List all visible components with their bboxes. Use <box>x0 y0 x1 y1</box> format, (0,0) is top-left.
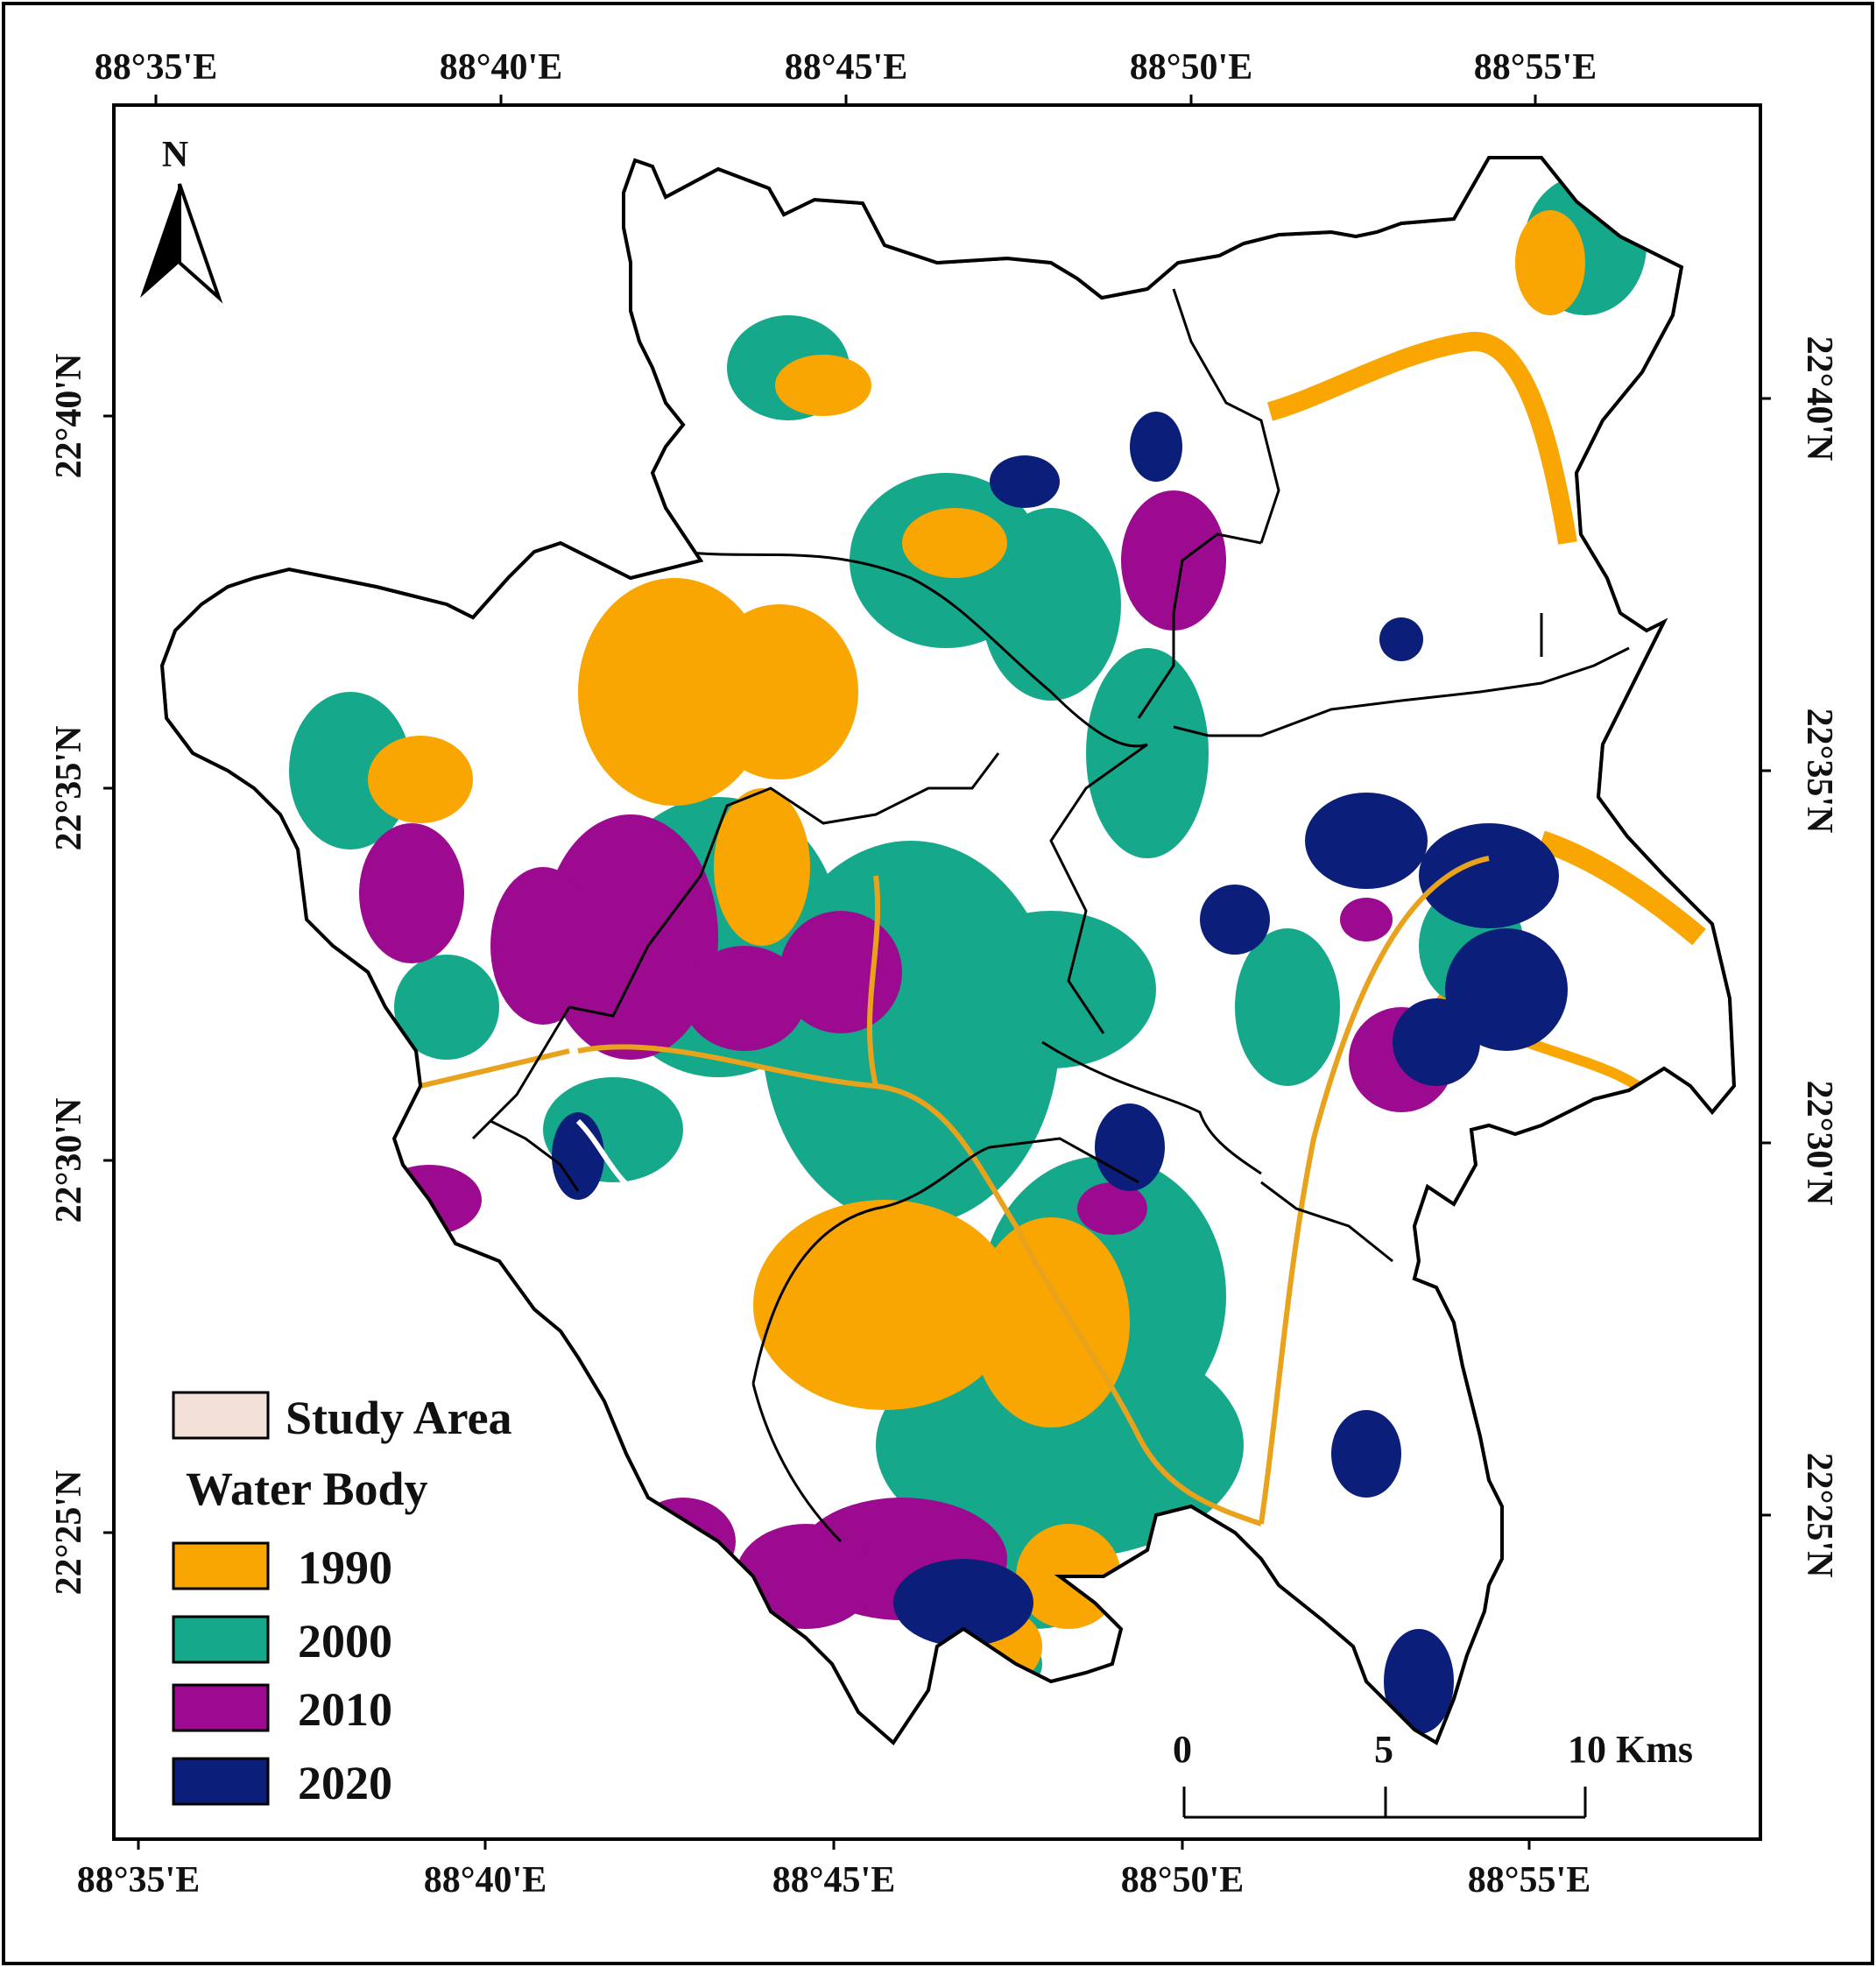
legend-label-study-area: Study Area <box>286 1392 512 1444</box>
legend-swatch-2020 <box>172 1757 270 1806</box>
bottom-lon-label-2: 88°40'E <box>424 1860 547 1900</box>
legend-label-2000: 2000 <box>298 1615 392 1667</box>
top-lon-label-1: 88°35'E <box>95 47 217 88</box>
north-arrow-icon: N <box>140 135 223 304</box>
left-lat-label-4: 22°25'N <box>49 1470 89 1596</box>
legend-swatch-2000 <box>172 1615 270 1664</box>
north-arrow-label: N <box>162 135 188 175</box>
right-lat-label-1: 22°40'N <box>1799 336 1839 462</box>
top-lon-label-5: 88°55'E <box>1474 47 1597 88</box>
bottom-lon-label-5: 88°55'E <box>1468 1860 1590 1900</box>
bottom-lon-label-3: 88°45'E <box>772 1860 895 1900</box>
legend-label-2020: 2020 <box>298 1757 392 1809</box>
legend-swatch-1990 <box>172 1541 270 1590</box>
right-lat-label-2: 22°35'N <box>1799 709 1839 834</box>
legend: Study Area Water Body 1990 2000 2010 202… <box>172 1391 512 1809</box>
scale-label-10: 10 Kms <box>1568 1728 1693 1771</box>
legend-heading: Water Body <box>186 1463 428 1515</box>
bottom-lon-label-1: 88°35'E <box>77 1860 200 1900</box>
bottom-lon-label-4: 88°50'E <box>1121 1860 1244 1900</box>
scale-label-0: 0 <box>1173 1728 1192 1771</box>
legend-label-1990: 1990 <box>298 1541 392 1594</box>
left-lat-label-1: 22°40'N <box>49 354 89 479</box>
scale-bar: 0 5 10 Kms <box>1173 1728 1693 1819</box>
legend-swatch-2010 <box>172 1683 270 1732</box>
right-lat-label-4: 22°25'N <box>1799 1453 1839 1578</box>
top-lon-label-2: 88°40'E <box>440 47 562 88</box>
legend-swatch-study-area <box>172 1391 270 1440</box>
left-lat-label-2: 22°35'N <box>49 726 89 851</box>
top-lon-label-3: 88°45'E <box>785 47 907 88</box>
top-lon-label-4: 88°50'E <box>1130 47 1252 88</box>
left-lat-label-3: 22°30'N <box>49 1098 89 1223</box>
scale-label-5: 5 <box>1374 1728 1393 1771</box>
right-lat-label-3: 22°30'N <box>1799 1081 1839 1206</box>
legend-label-2010: 2010 <box>298 1683 392 1736</box>
